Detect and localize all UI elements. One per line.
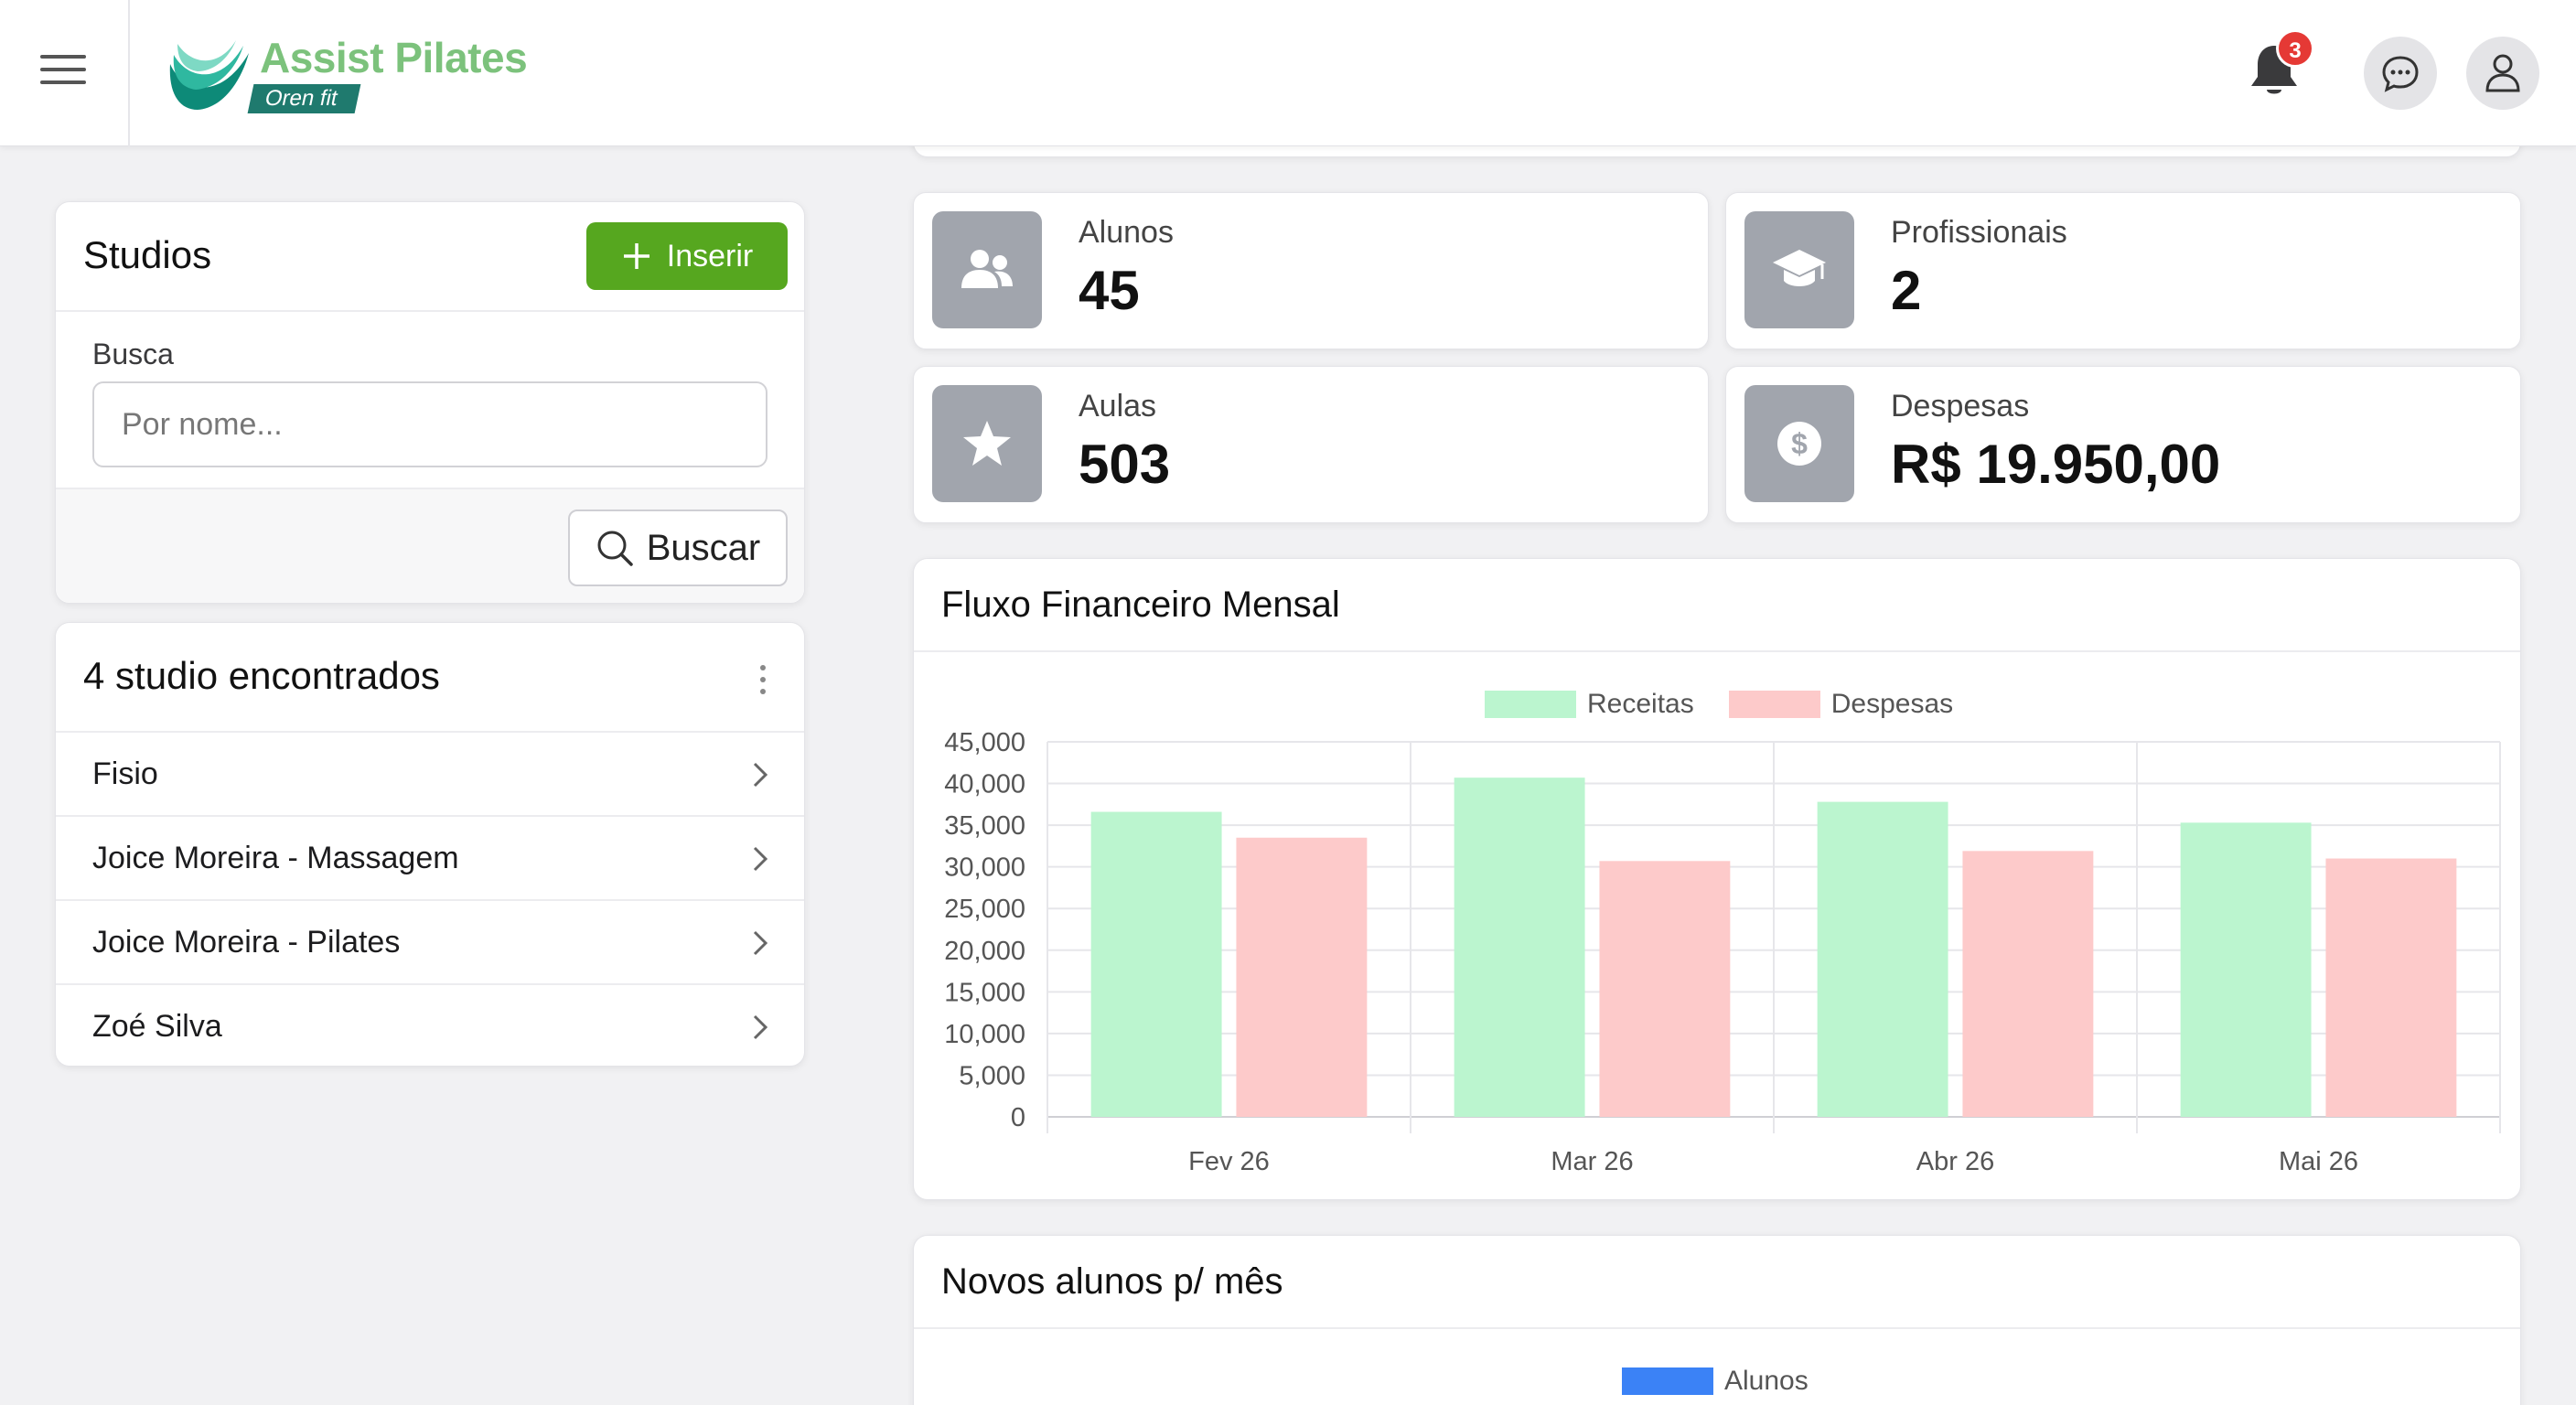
- stat-label: Alunos: [1079, 215, 1174, 250]
- stat-value: 45: [1079, 260, 1140, 321]
- star-icon: [963, 421, 1011, 466]
- user-icon: [2485, 54, 2520, 92]
- y-tick-label: 45,000: [944, 728, 1025, 757]
- stat-label: Profissionais: [1891, 215, 2067, 250]
- stat-card-aulas[interactable]: Aulas 503: [913, 366, 1709, 523]
- bar-despesas[interactable]: [1236, 837, 1368, 1117]
- top-header: Assist Pilates Oren fit 3: [0, 0, 2576, 146]
- users-icon: [961, 250, 1013, 288]
- graduation-cap-icon: [1773, 250, 1826, 286]
- bar-despesas[interactable]: [2325, 858, 2457, 1117]
- bar-receitas[interactable]: [1454, 778, 1585, 1117]
- results-panel: 4 studio encontrados Fisio Joice Moreira…: [55, 622, 805, 1067]
- chevron-right-icon: [753, 1014, 768, 1040]
- chat-bubble-icon: [2382, 56, 2419, 92]
- legend-swatch-despesas[interactable]: [1728, 691, 1820, 718]
- stat-card-alunos[interactable]: Alunos 45: [913, 192, 1709, 349]
- legend-label: Alunos: [1724, 1366, 1809, 1396]
- divider: [56, 310, 804, 312]
- stat-label: Aulas: [1079, 389, 1157, 424]
- x-tick-label: Abr 26: [1916, 1147, 1994, 1176]
- legend-swatch-alunos[interactable]: [1622, 1367, 1713, 1395]
- search-button[interactable]: Buscar: [568, 509, 788, 586]
- bar-receitas[interactable]: [1817, 801, 1948, 1117]
- bar-chart: 0 5,000 10,000 15,000 20,000 25,000 30,000 35,0…: [944, 728, 2501, 1176]
- list-item[interactable]: Zoé Silva: [56, 983, 804, 1067]
- chevron-right-icon: [753, 930, 768, 956]
- plus-icon: [623, 243, 649, 269]
- divider: [914, 1327, 2520, 1329]
- list-item[interactable]: Fisio: [56, 731, 804, 815]
- chevron-right-icon: [753, 762, 768, 788]
- insert-button[interactable]: Inserir: [586, 222, 788, 290]
- profile-button[interactable]: [2466, 37, 2539, 110]
- y-tick-label: 35,000: [944, 811, 1025, 841]
- y-tick-label: 0: [1011, 1103, 1025, 1132]
- chart-legend: Receitas Despesas: [1485, 689, 1953, 720]
- y-tick-label: 5,000: [959, 1061, 1025, 1090]
- list-item-label: Fisio: [92, 756, 158, 791]
- x-tick-label: Mai 26: [2279, 1147, 2358, 1176]
- list-item-label: Joice Moreira - Pilates: [92, 924, 401, 960]
- legend-swatch-receitas[interactable]: [1485, 691, 1576, 718]
- svg-text:$: $: [1791, 427, 1808, 460]
- y-tick-label: 20,000: [944, 937, 1025, 966]
- stat-icon-box: [932, 385, 1042, 502]
- bar-receitas[interactable]: [1090, 811, 1222, 1117]
- brand-subtitle: Oren fit: [247, 84, 361, 113]
- wave-logo-icon: [169, 40, 249, 110]
- list-item-label: Joice Moreira - Massagem: [92, 840, 459, 875]
- x-tick-label: Mar 26: [1551, 1147, 1633, 1176]
- divider: [56, 488, 804, 489]
- stat-icon-box: [1744, 211, 1854, 328]
- search-label: Busca: [92, 338, 174, 370]
- financial-chart-card: Fluxo Financeiro Mensal Receitas Despesa…: [913, 558, 2521, 1200]
- stat-label: Despesas: [1891, 389, 2030, 424]
- studios-panel: Studios Inserir Busca Buscar: [55, 201, 805, 604]
- y-tick-label: 15,000: [944, 978, 1025, 1007]
- x-tick-label: Fev 26: [1188, 1147, 1270, 1176]
- y-tick-label: 30,000: [944, 853, 1025, 883]
- list-item-label: Zoé Silva: [92, 1008, 222, 1044]
- stat-card-despesas[interactable]: $ Despesas R$ 19.950,00: [1725, 366, 2521, 523]
- search-input[interactable]: [92, 381, 767, 467]
- stat-icon-box: $: [1744, 385, 1854, 502]
- dollar-icon: $: [1777, 422, 1821, 466]
- chart-title: Fluxo Financeiro Mensal: [941, 585, 1340, 625]
- more-options-icon[interactable]: [758, 665, 767, 698]
- bar-despesas[interactable]: [1962, 851, 2094, 1117]
- legend-label: Receitas: [1587, 689, 1694, 719]
- brand-logo[interactable]: Assist Pilates Oren fit: [165, 33, 528, 115]
- results-title: 4 studio encontrados: [83, 654, 440, 697]
- insert-label: Inserir: [666, 238, 754, 273]
- list-item[interactable]: Joice Moreira - Massagem: [56, 815, 804, 899]
- chart-legend: Alunos: [1622, 1366, 1809, 1397]
- bar-receitas[interactable]: [2180, 822, 2312, 1117]
- y-tick-label: 25,000: [944, 895, 1025, 924]
- chat-button[interactable]: [2364, 37, 2437, 110]
- stat-value: 2: [1891, 260, 1922, 321]
- list-item[interactable]: Joice Moreira - Pilates: [56, 899, 804, 983]
- bar-despesas[interactable]: [1599, 861, 1731, 1117]
- notification-badge[interactable]: 3: [2276, 29, 2314, 68]
- panel-title: Studios: [83, 233, 212, 276]
- header-divider: [128, 0, 130, 146]
- stat-value: 503: [1079, 434, 1171, 495]
- menu-icon[interactable]: [40, 55, 86, 91]
- stat-card-profissionais[interactable]: Profissionais 2: [1725, 192, 2521, 349]
- search-icon: [597, 531, 633, 566]
- y-tick-label: 10,000: [944, 1020, 1025, 1049]
- y-tick-label: 40,000: [944, 770, 1025, 799]
- brand-name: Assist Pilates: [260, 34, 528, 81]
- stat-icon-box: [932, 211, 1042, 328]
- search-footer: Buscar: [56, 489, 804, 603]
- legend-label: Despesas: [1830, 689, 1954, 719]
- students-chart-card: Novos alunos p/ mês Alunos: [913, 1235, 2521, 1405]
- chevron-right-icon: [753, 846, 768, 872]
- chart-title: Novos alunos p/ mês: [941, 1261, 1283, 1302]
- search-button-label: Buscar: [646, 527, 761, 568]
- stat-value: R$ 19.950,00: [1891, 434, 2221, 495]
- divider: [914, 650, 2520, 652]
